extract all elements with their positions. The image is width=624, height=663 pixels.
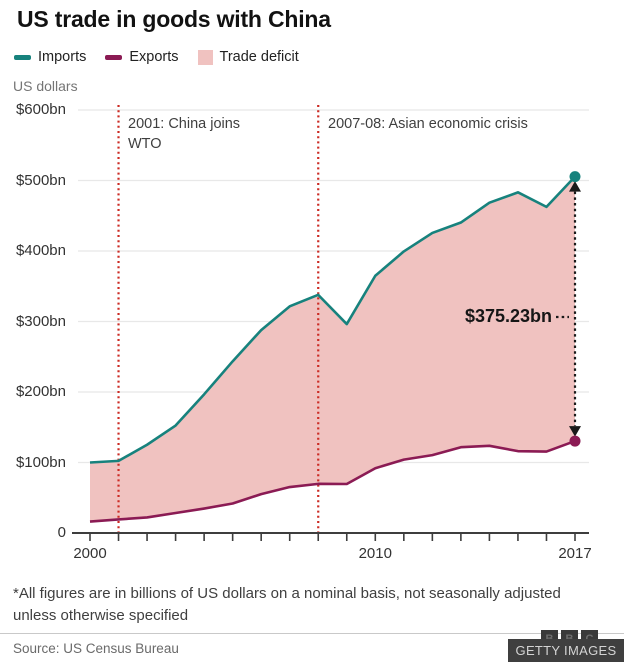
imports-line [89,175,576,464]
x-axis-label: 2017 [558,545,592,562]
y-axis-label: $100bn [15,453,66,471]
y-axis-label: $200bn [15,383,66,400]
x-axis-label: 2000 [73,545,107,562]
y-axis-label: $600bn [15,101,66,118]
y-axis-label: $300bn [15,312,66,330]
legend-item-imports: Imports [14,49,86,65]
legend: Imports Exports Trade deficit [14,49,299,65]
exports-line [89,439,576,523]
legend-label-imports: Imports [38,49,87,65]
legend-item-trade-deficit: Trade deficit [197,49,299,65]
y-axis-unit-label: US dollars [13,78,78,94]
trade-deficit-area [90,176,575,522]
x-axis-label: 2010 [358,545,392,562]
arrowhead-down-icon [569,426,581,437]
legend-label-trade-deficit: Trade deficit [219,49,299,65]
deficit-annotation: $375.23bn [464,306,552,326]
exports-swatch-icon [105,54,123,60]
y-axis-label: $400bn [15,242,66,259]
event-annotation-crisis: 2007-08: Asian economic crisis [328,116,528,132]
y-axis-label: 0 [57,524,66,541]
page-title: US trade in goods with China [17,6,331,32]
trade-deficit-swatch-icon [197,49,213,65]
legend-item-exports: Exports [105,49,179,65]
legend-label-exports: Exports [129,49,179,65]
exports-endpoint-dot [569,435,581,447]
event-annotation-wto: 2001: China joins WTO [128,116,241,152]
source-credit: Source: US Census Bureau [13,641,179,656]
getty-watermark: GETTY IMAGES [508,639,624,662]
divider [0,633,624,634]
footnote: *All figures are in billions of US dolla… [13,585,561,624]
imports-endpoint-dot [569,171,581,183]
imports-swatch-icon [14,54,31,60]
y-axis-label: $500bn [15,171,66,189]
arrowhead-up-icon [569,181,581,192]
